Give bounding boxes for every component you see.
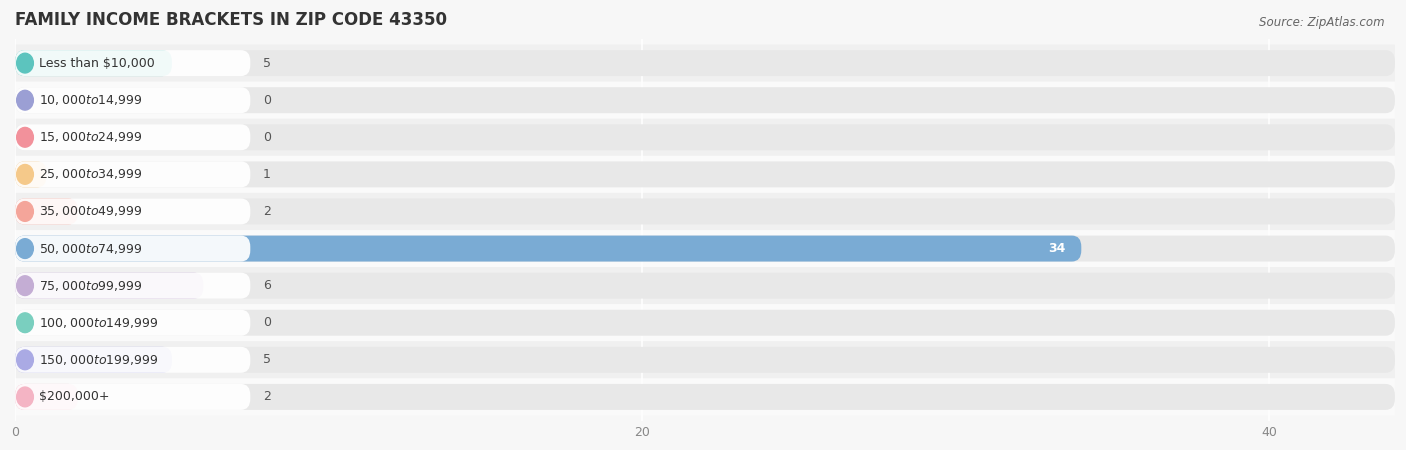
FancyBboxPatch shape <box>15 162 250 187</box>
FancyBboxPatch shape <box>15 310 1395 336</box>
FancyBboxPatch shape <box>15 198 250 225</box>
FancyBboxPatch shape <box>15 193 1395 230</box>
Text: $15,000 to $24,999: $15,000 to $24,999 <box>39 130 142 144</box>
Text: 2: 2 <box>263 391 271 403</box>
Text: $35,000 to $49,999: $35,000 to $49,999 <box>39 204 142 218</box>
Text: 0: 0 <box>263 131 271 144</box>
Circle shape <box>17 53 34 73</box>
FancyBboxPatch shape <box>15 310 250 336</box>
FancyBboxPatch shape <box>15 267 1395 304</box>
FancyBboxPatch shape <box>15 347 172 373</box>
FancyBboxPatch shape <box>15 236 1081 261</box>
Circle shape <box>17 90 34 110</box>
FancyBboxPatch shape <box>15 119 1395 156</box>
Text: 0: 0 <box>263 316 271 329</box>
Text: 34: 34 <box>1049 242 1066 255</box>
FancyBboxPatch shape <box>15 273 250 299</box>
Circle shape <box>17 387 34 407</box>
Text: 2: 2 <box>263 205 271 218</box>
FancyBboxPatch shape <box>15 50 1395 76</box>
FancyBboxPatch shape <box>15 378 1395 415</box>
Circle shape <box>17 202 34 221</box>
FancyBboxPatch shape <box>15 87 1395 113</box>
FancyBboxPatch shape <box>15 230 1395 267</box>
Text: $25,000 to $34,999: $25,000 to $34,999 <box>39 167 142 181</box>
Text: $75,000 to $99,999: $75,000 to $99,999 <box>39 279 142 292</box>
FancyBboxPatch shape <box>15 50 250 76</box>
FancyBboxPatch shape <box>15 273 1395 299</box>
Text: 0: 0 <box>263 94 271 107</box>
Circle shape <box>17 238 34 258</box>
FancyBboxPatch shape <box>15 236 250 261</box>
FancyBboxPatch shape <box>15 304 1395 341</box>
FancyBboxPatch shape <box>15 45 1395 81</box>
Circle shape <box>17 276 34 296</box>
FancyBboxPatch shape <box>15 162 1395 187</box>
Circle shape <box>17 165 34 184</box>
Text: Source: ZipAtlas.com: Source: ZipAtlas.com <box>1260 16 1385 29</box>
Text: FAMILY INCOME BRACKETS IN ZIP CODE 43350: FAMILY INCOME BRACKETS IN ZIP CODE 43350 <box>15 11 447 29</box>
Text: $150,000 to $199,999: $150,000 to $199,999 <box>39 353 159 367</box>
Text: 5: 5 <box>263 353 271 366</box>
FancyBboxPatch shape <box>15 198 1395 225</box>
Text: 1: 1 <box>263 168 271 181</box>
FancyBboxPatch shape <box>15 384 1395 410</box>
FancyBboxPatch shape <box>15 87 250 113</box>
FancyBboxPatch shape <box>15 124 250 150</box>
Text: $50,000 to $74,999: $50,000 to $74,999 <box>39 242 142 256</box>
Text: 5: 5 <box>263 57 271 70</box>
Text: $10,000 to $14,999: $10,000 to $14,999 <box>39 93 142 107</box>
Circle shape <box>17 350 34 370</box>
FancyBboxPatch shape <box>15 347 250 373</box>
FancyBboxPatch shape <box>15 384 77 410</box>
Circle shape <box>17 313 34 333</box>
FancyBboxPatch shape <box>15 384 250 410</box>
FancyBboxPatch shape <box>15 50 172 76</box>
FancyBboxPatch shape <box>15 81 1395 119</box>
Text: $100,000 to $149,999: $100,000 to $149,999 <box>39 316 159 330</box>
FancyBboxPatch shape <box>15 347 1395 373</box>
FancyBboxPatch shape <box>15 162 46 187</box>
Text: 6: 6 <box>263 279 271 292</box>
Text: Less than $10,000: Less than $10,000 <box>39 57 155 70</box>
Circle shape <box>17 127 34 147</box>
FancyBboxPatch shape <box>15 341 1395 378</box>
FancyBboxPatch shape <box>15 124 1395 150</box>
FancyBboxPatch shape <box>15 198 77 225</box>
Text: $200,000+: $200,000+ <box>39 391 110 403</box>
FancyBboxPatch shape <box>15 236 1395 261</box>
FancyBboxPatch shape <box>15 273 204 299</box>
FancyBboxPatch shape <box>15 156 1395 193</box>
